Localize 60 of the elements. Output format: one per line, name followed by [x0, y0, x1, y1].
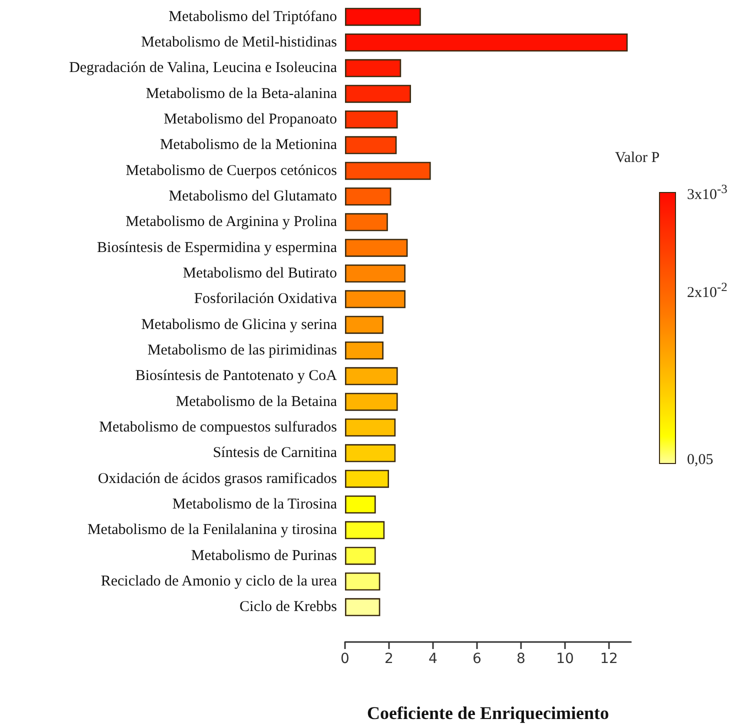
y-tick-label: Metabolismo de la Metionina [160, 137, 338, 154]
y-tick-label: Metabolismo de la Fenilalanina y tirosina [87, 522, 338, 538]
x-tick-label: 2 [384, 651, 394, 667]
bar [345, 418, 396, 436]
y-tick-label: Metabolismo de Glicina y serina [141, 316, 338, 333]
bar [345, 496, 376, 514]
y-tick-label: Síntesis de Carnitina [212, 445, 338, 462]
y-tick-label: Metabolismo de Arginina y Prolina [126, 214, 338, 230]
bar [345, 392, 398, 411]
y-tick-label: Metabolismo de Cuerpos cetónicos [126, 162, 338, 179]
y-tick-label: Metabolismo del Triptófano [168, 8, 337, 25]
bar [345, 162, 431, 180]
y-tick-label: Metabolismo del Butirato [182, 266, 337, 282]
bar [345, 238, 408, 257]
y-tick-label: Metabolismo de compuestos sulfurados [99, 420, 338, 436]
y-tick-label: Metabolismo de la Betaina [176, 394, 338, 410]
y-tick-label: Degradación de Valina, Leucina e Isoleucina [69, 60, 338, 76]
y-tick-label: Metabolismo de las pirimidinas [147, 342, 338, 358]
y-tick-label: Metabolismo del Glutamato [168, 188, 337, 204]
color-bar-label: 0,05 [687, 452, 714, 469]
color-bar-label: 3x10$^{-3}$ [687, 182, 728, 204]
y-tick-label: Biosíntesis de Espermidina y espermina [97, 240, 338, 256]
x-tick-label: 8 [516, 651, 526, 667]
x-tick-label: 0 [340, 651, 350, 667]
bar [345, 546, 376, 565]
bar [345, 290, 406, 308]
y-tick-label: Metabolismo de Purinas [191, 548, 338, 564]
y-tick-label: Metabolismo de Metil-histidinas [141, 34, 338, 50]
bar [345, 470, 389, 488]
bar [345, 316, 384, 334]
bar [345, 110, 398, 128]
y-tick-label: Oxidación de ácidos grasos ramificados [98, 470, 338, 487]
bar [345, 34, 628, 52]
bar [345, 84, 411, 103]
bar [345, 264, 406, 282]
x-tick-label: 6 [472, 651, 482, 667]
y-tick-label: Fosforilación Oxidativa [194, 291, 338, 308]
y-tick-label: Ciclo de Krebbs [240, 599, 338, 616]
y-tick-label: Reciclado de Amonio y ciclo de la urea [100, 574, 338, 590]
bar [345, 367, 398, 386]
bar [345, 342, 384, 360]
y-tick-label: Biosíntesis de Pantotenato y CoA [135, 368, 338, 384]
bar [345, 444, 396, 462]
x-tick-label: 10 [556, 651, 574, 667]
color-bar-label: 2x10$^{-2}$ [687, 280, 728, 302]
bar [345, 572, 380, 590]
y-tick-label: Metabolismo de la Tirosina [172, 496, 338, 512]
bar [345, 213, 388, 232]
x-tick-label: 4 [428, 651, 438, 667]
bar [345, 8, 421, 26]
bar [345, 188, 392, 206]
x-tick-label: 12 [600, 651, 618, 667]
y-tick-label: Metabolismo del Propanoato [164, 112, 337, 128]
x-axis-title: Coeficiente de Enriquecimiento [367, 703, 609, 723]
y-tick-label: Metabolismo de la Beta-alanina [146, 86, 338, 102]
bar [345, 59, 402, 78]
color-bar-title: Valor P [615, 150, 660, 167]
bar [345, 521, 385, 540]
bar [345, 136, 397, 154]
bar [345, 598, 380, 616]
